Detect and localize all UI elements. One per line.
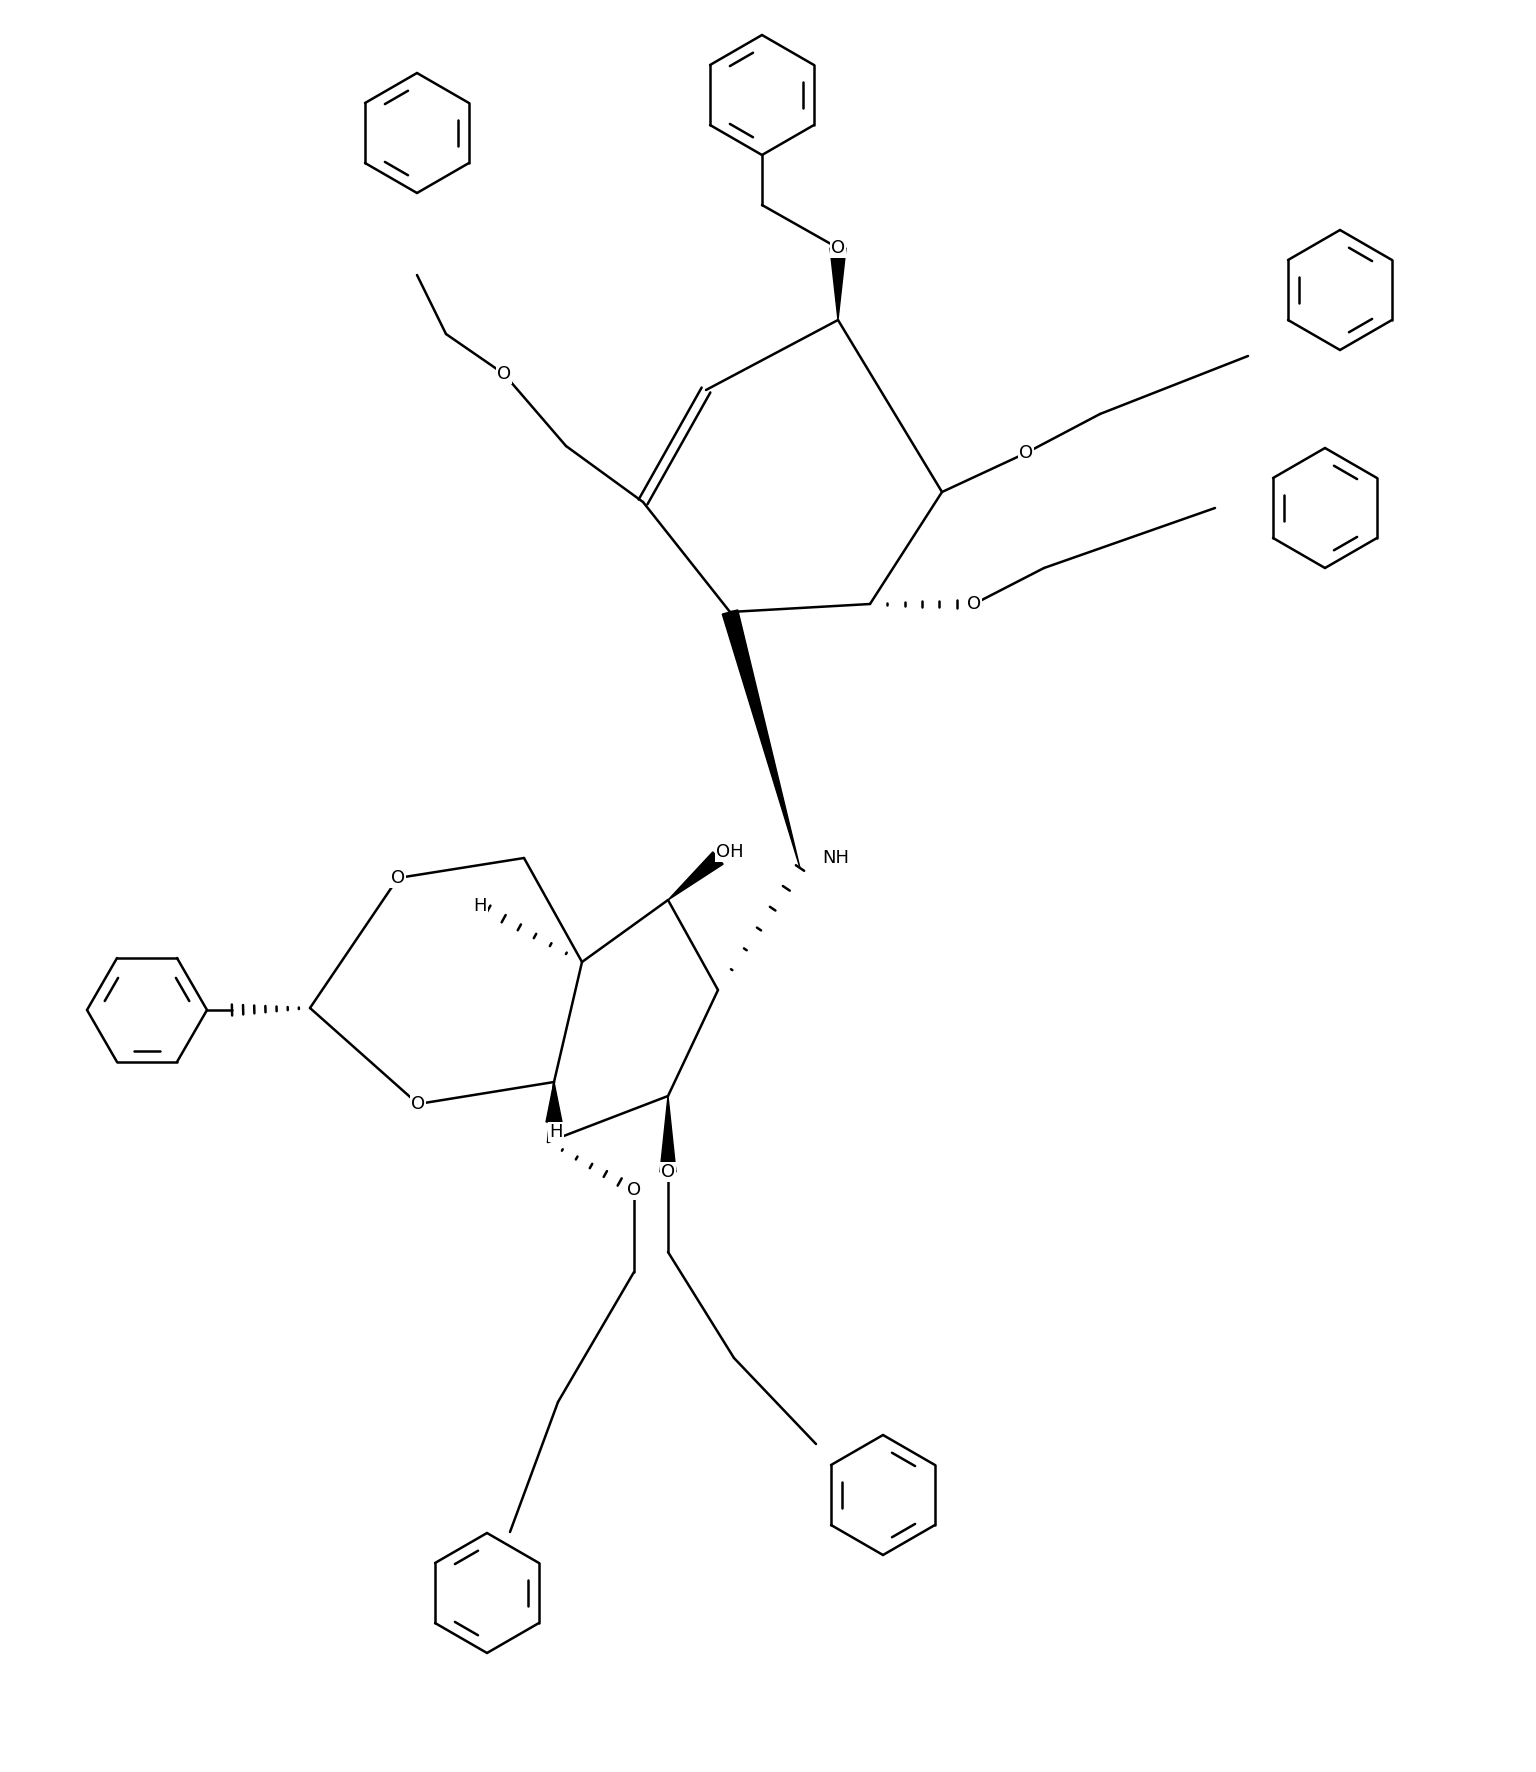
Text: O: O bbox=[392, 868, 406, 888]
Text: O: O bbox=[660, 1162, 674, 1180]
Polygon shape bbox=[722, 610, 800, 868]
Text: O: O bbox=[831, 239, 845, 257]
Text: O: O bbox=[412, 1095, 425, 1113]
Polygon shape bbox=[829, 248, 846, 321]
Text: O: O bbox=[498, 365, 511, 383]
Text: H: H bbox=[473, 897, 487, 914]
Text: NH: NH bbox=[822, 849, 849, 867]
Text: O: O bbox=[627, 1180, 641, 1200]
Text: H: H bbox=[550, 1123, 562, 1141]
Text: OH: OH bbox=[716, 843, 743, 861]
Polygon shape bbox=[660, 1097, 676, 1171]
Text: O: O bbox=[1018, 445, 1034, 462]
Polygon shape bbox=[668, 852, 723, 900]
Polygon shape bbox=[545, 1083, 562, 1122]
Text: O: O bbox=[968, 595, 982, 613]
